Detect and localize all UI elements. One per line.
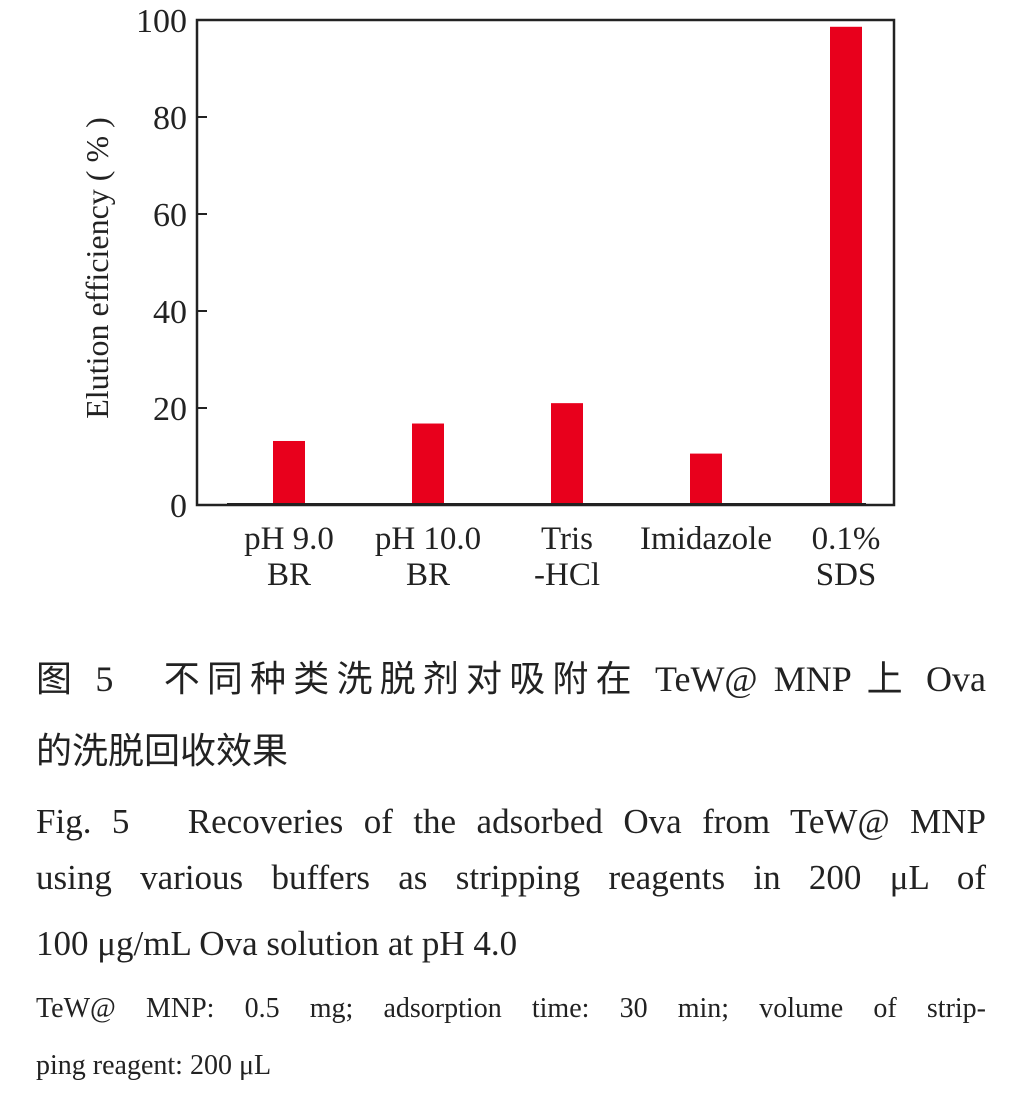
y-tick-label: 100 [136, 3, 187, 40]
x-tick-label: Tris [541, 521, 593, 557]
y-tick-label: 60 [153, 197, 187, 234]
y-tick-label: 40 [153, 294, 187, 331]
caption-note-line2: ping reagent: 200 μL [36, 1050, 272, 1081]
caption-en-line2: using various buffers as stripping reage… [36, 858, 986, 897]
plot-frame [195, 18, 896, 507]
x-tick-label: BR [406, 557, 450, 593]
bar [551, 403, 583, 503]
bar [412, 423, 444, 503]
y-tick-label: 20 [153, 391, 187, 428]
caption-note-line1: TeW@ MNP: 0.5 mg; adsorption time: 30 mi… [36, 993, 986, 1024]
x-tick-label: pH 9.0 [244, 521, 334, 557]
caption-en-line1: Fig. 5 Recoveries of the adsorbed Ova fr… [36, 802, 986, 841]
caption-cn-line2: 的洗脱回收效果 [36, 731, 289, 771]
y-axis-label: Elution efficiency ( % ) [79, 117, 115, 419]
x-tick-label: 0.1% [812, 521, 881, 557]
x-tick-label: BR [267, 557, 311, 593]
caption-en-line3: 100 μg/mL Ova solution at pH 4.0 [36, 924, 518, 963]
bar [830, 26, 862, 503]
caption-cn-line1: 图 5 不同种类洗脱剂对吸附在 TeW@ MNP 上 Ova [36, 659, 986, 699]
y-tick-label: 80 [153, 100, 187, 137]
bar [273, 440, 305, 503]
y-tick-label: 0 [170, 488, 187, 525]
bar-series [273, 26, 862, 503]
x-tick-label: -HCl [534, 557, 600, 593]
y-axis-ticks: 0 20 40 60 80 100 [136, 3, 866, 525]
x-tick-label: Imidazole [640, 521, 772, 557]
x-tick-label: pH 10.0 [375, 521, 481, 557]
x-tick-label: SDS [816, 557, 877, 593]
bar [690, 453, 722, 503]
